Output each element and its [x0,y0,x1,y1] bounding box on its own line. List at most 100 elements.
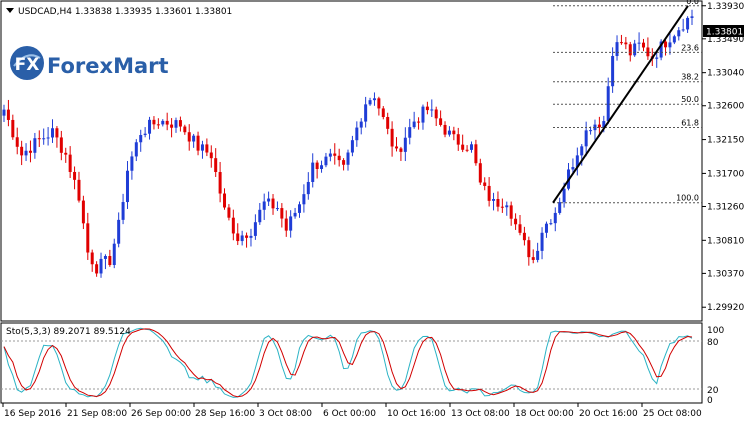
current-price-tag: 1.33801 [703,25,744,38]
price-axis: 1.33930 1.33490 1.33040 1.32600 1.32150 1.317… [702,2,744,313]
candle-body [249,235,253,238]
logo-text: ForexMart [47,54,169,78]
candle-body [602,121,606,128]
candle-body [209,152,213,159]
candle-body [342,160,346,165]
candle-body [108,256,112,265]
candle-body [214,158,218,173]
candle-body [518,224,522,233]
trendline[interactable] [552,5,689,204]
candle-body [584,130,588,147]
candle-body [487,185,491,201]
time-tick-label: 20 Oct 16:00 [579,409,638,419]
candle-body [381,108,385,118]
candle-body [223,193,227,208]
candle-body [641,42,645,48]
candle-body [46,137,50,139]
candle-body [218,172,222,194]
candle-body [192,135,196,142]
candle-body [121,202,125,220]
candle-body [289,216,293,231]
candle-body [15,137,19,147]
stochastic-tick-label: 80 [707,338,719,348]
candle-body [311,162,315,182]
fib-level-label: 0.0 [686,0,699,6]
candle-body [174,120,178,128]
candle-body [350,140,354,153]
candle-body [245,235,249,238]
candle-body [200,144,204,151]
candle-body [461,144,465,150]
fib-level-label: 23.6 [681,43,699,52]
candle-body [139,135,143,143]
price-tick-label: 1.33930 [707,2,744,12]
candle-body [364,104,368,122]
candle-body [686,17,690,30]
price-tick-label: 1.31700 [707,169,744,179]
candle-body [509,205,513,219]
logo-mark-text: FX [15,55,40,75]
candle-body [668,42,672,48]
candle-body [236,233,240,242]
candle-body [134,142,138,157]
candle-body [59,137,63,153]
candle-body [37,138,41,140]
candle-body [55,128,59,138]
time-tick-label: 6 Oct 00:00 [323,409,376,419]
candle-body [227,207,231,218]
time-tick-label: 25 Oct 08:00 [643,409,702,419]
stochastic-lines [3,327,693,398]
candle-body [275,208,279,210]
candle-body [540,232,544,251]
candle-body [611,56,615,87]
candle-body [183,126,187,133]
candle-body [571,167,575,170]
price-tick-label: 1.31260 [707,202,744,212]
time-tick-label: 26 Sep 00:00 [131,409,191,419]
candle-body [90,252,94,265]
symbol-header: USDCAD,H4 1.33838 1.33935 1.33601 1.3380… [6,7,232,17]
current-price: 1.33801 [706,28,743,38]
stochastic-axis: 100 80 200 [707,326,724,406]
candle-body [500,206,504,208]
candle-body [439,118,443,125]
candle-body [575,155,579,168]
price-tick-label: 1.29920 [707,303,744,313]
candle-body [143,133,147,136]
candle-body [403,137,407,152]
candle-body [505,205,509,208]
candle-body [262,201,266,210]
candle-body [664,41,668,48]
candle-body [615,42,619,57]
candle-body [496,199,500,207]
candle-body [130,156,134,171]
candle-body [690,16,694,18]
price-tick-label: 1.30810 [707,236,744,246]
candle-body [430,109,434,111]
candle-body [597,124,601,128]
candle-body [178,120,182,127]
time-tick-label: 21 Sep 08:00 [67,409,127,419]
candle-body [333,153,337,156]
candle-body [443,124,447,135]
candle-body [271,198,275,209]
candle-body [81,200,85,224]
candle-body [447,130,451,135]
candle-body [474,144,478,164]
candle-body [187,132,191,142]
candle-body [297,204,301,213]
time-axis: 16 Sep 2016 21 Sep 08:00 26 Sep 00:00 28 Se… [2,403,702,419]
candle-body [553,212,557,224]
candle-body [558,202,562,213]
stochastic-signal-line [3,328,693,398]
candle-body [514,218,518,225]
time-tick-label: 16 Sep 2016 [4,409,61,419]
candle-body [293,212,297,217]
candle-body [589,130,593,132]
candle-body [24,150,28,156]
price-panel [0,0,703,322]
candle-body [337,155,341,161]
candle-body [77,179,81,201]
